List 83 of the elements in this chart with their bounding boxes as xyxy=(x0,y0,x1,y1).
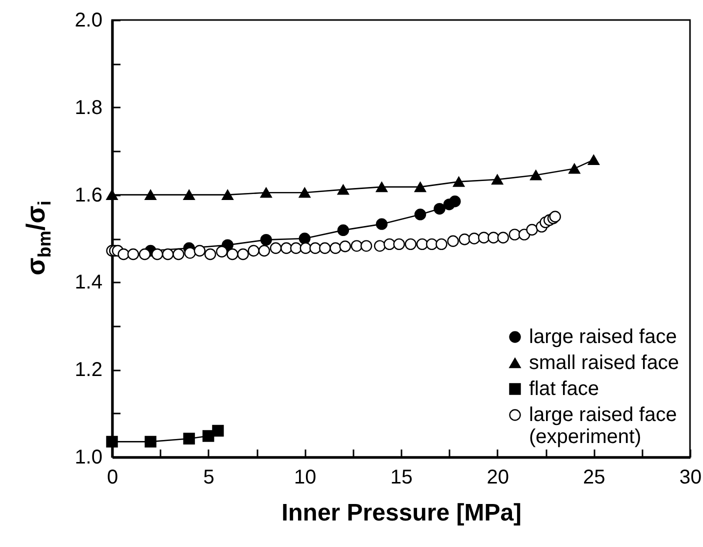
x-tick-label: 30 xyxy=(679,466,702,488)
point xyxy=(260,187,272,198)
point xyxy=(226,248,238,260)
point xyxy=(393,238,405,250)
point xyxy=(222,190,234,200)
point xyxy=(350,240,363,252)
point xyxy=(488,232,500,244)
point xyxy=(280,242,292,254)
point xyxy=(260,234,272,246)
point xyxy=(162,248,174,260)
point xyxy=(376,182,388,192)
point xyxy=(216,246,228,258)
point xyxy=(300,242,312,254)
point xyxy=(458,234,470,246)
point xyxy=(447,235,459,247)
point xyxy=(330,242,342,254)
point xyxy=(204,248,216,260)
x-tick-label: 15 xyxy=(390,466,413,488)
point xyxy=(434,202,446,215)
x-axis-title: Inner Pressure [MPa] xyxy=(281,500,522,526)
x-tick-label: 25 xyxy=(583,466,606,488)
point xyxy=(497,232,509,244)
point xyxy=(508,228,521,240)
point xyxy=(118,248,130,260)
point xyxy=(194,244,206,257)
point xyxy=(436,238,448,250)
point xyxy=(319,242,331,254)
point xyxy=(374,240,386,252)
y-tick-label: 1.0 xyxy=(74,446,102,468)
point xyxy=(183,432,195,444)
point xyxy=(290,242,302,254)
point xyxy=(337,184,350,195)
point xyxy=(568,163,580,174)
point xyxy=(298,232,311,244)
point xyxy=(106,436,118,448)
point xyxy=(212,424,224,437)
point xyxy=(414,208,426,220)
x-tick-label: 5 xyxy=(203,466,214,488)
point xyxy=(491,174,504,185)
point xyxy=(144,436,156,448)
point xyxy=(339,240,351,252)
point xyxy=(449,196,461,208)
point xyxy=(414,182,426,192)
y-tick-label: 1.2 xyxy=(74,359,102,382)
point xyxy=(144,190,156,200)
point xyxy=(478,232,490,244)
point xyxy=(172,248,184,260)
x-tick-label: 20 xyxy=(486,466,509,488)
point xyxy=(426,238,438,250)
point xyxy=(202,430,214,442)
point xyxy=(258,244,270,257)
point xyxy=(526,224,538,236)
point xyxy=(452,176,465,187)
legend-label: large raised face xyxy=(529,326,677,348)
point xyxy=(588,154,600,165)
point xyxy=(384,238,396,250)
point xyxy=(416,238,428,250)
y-tick-label: 1.4 xyxy=(74,272,102,294)
point xyxy=(248,244,260,257)
point xyxy=(184,247,196,259)
y-tick-label: 2.0 xyxy=(74,10,102,32)
x-tick-label: 10 xyxy=(294,466,316,488)
point xyxy=(237,248,249,260)
point xyxy=(337,224,350,236)
x-tick-label: 0 xyxy=(106,466,118,488)
point xyxy=(298,187,311,198)
point xyxy=(106,190,118,200)
y-tick-label: 1.8 xyxy=(74,96,102,119)
point xyxy=(376,218,388,230)
legend-label: small raised face xyxy=(529,352,680,374)
legend-label: large raised face (experiment) xyxy=(529,404,677,448)
point xyxy=(127,248,140,260)
point xyxy=(530,170,542,180)
legend-label: flat face xyxy=(529,378,600,400)
point xyxy=(360,240,372,252)
point xyxy=(270,242,282,254)
point xyxy=(404,238,416,250)
y-tick-label: 1.6 xyxy=(74,184,102,206)
point xyxy=(138,248,151,260)
point xyxy=(183,190,195,200)
point xyxy=(468,232,480,244)
point xyxy=(151,248,164,260)
point xyxy=(309,242,322,254)
